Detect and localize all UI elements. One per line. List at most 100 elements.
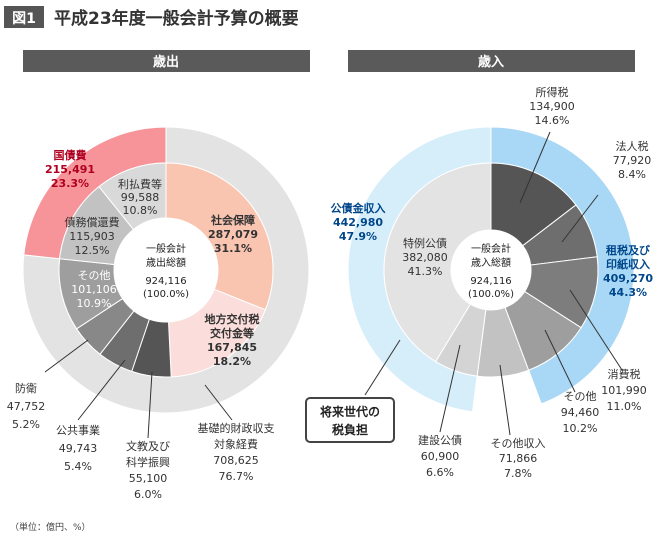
future-burden-callout [305, 397, 395, 443]
leader-other-revenue [499, 364, 511, 436]
unit-note: （単位：億円、%） [10, 521, 91, 533]
label-local-allocation-name1: 地方交付税 [205, 312, 260, 326]
label-basic-expenses-value: 708,625 [213, 454, 259, 467]
label-bond-revenue-value: 442,980 [333, 216, 383, 229]
label-bond-revenue-pct: 47.9% [339, 230, 377, 243]
label-tax-revenue-value: 409,270 [603, 272, 653, 285]
future-burden-callout-line2: 税負担 [332, 422, 368, 437]
leader-defense [44, 339, 89, 373]
future-burden-callout-line1: 将来世代の [320, 404, 380, 419]
label-basic-expenses-pct: 76.7% [219, 470, 254, 483]
expenditure-center-label: 一般会計 歳出総額 924,116 (100.0%) [143, 242, 189, 300]
label-education-name1: 文教及び [126, 439, 170, 453]
expenditure-donut [22, 126, 310, 414]
revenue-donut [347, 126, 635, 414]
label-social-security-pct: 31.1% [214, 242, 252, 255]
label-bond-expense-name: 国債費 [54, 148, 87, 162]
label-special-bonds-name: 特例公債 [403, 236, 447, 250]
figure-title: 平成23年度一般会計予算の概要 [54, 8, 299, 29]
label-defense-pct: 5.2% [12, 418, 40, 431]
label-bond-expense-pct: 23.3% [51, 177, 89, 190]
expenditure-center-line1: 一般会計 [146, 242, 186, 255]
leader-consumption-tax [569, 289, 623, 371]
expenditure-center-percent: (100.0%) [143, 289, 189, 300]
label-local-allocation-pct: 18.2% [213, 355, 251, 368]
label-public-works-name: 公共事業 [56, 424, 100, 437]
revenue-center-line1: 一般会計 [471, 242, 511, 255]
revenue-center-line2: 歳入総額 [471, 256, 511, 269]
label-public-works-value: 49,743 [59, 442, 98, 455]
expenditure-leader-lines [44, 339, 233, 439]
label-debt-redemption-value: 115,903 [69, 230, 115, 243]
label-education-pct: 6.0% [134, 488, 162, 501]
label-consumption-tax-value: 101,990 [601, 384, 647, 397]
leader-basic-expenses [204, 384, 233, 421]
label-consumption-tax-pct: 11.0% [607, 400, 642, 413]
expenditure-center-total: 924,116 [145, 276, 186, 287]
label-income-tax-name: 所得税 [536, 85, 569, 99]
revenue-leader-lines [364, 131, 623, 436]
label-construction-bonds-name: 建設公債 [418, 433, 462, 447]
label-corporate-tax-pct: 8.4% [618, 168, 646, 181]
label-bond-revenue-name: 公債金収入 [331, 201, 386, 215]
label-bond-expense-value: 215,491 [45, 163, 95, 176]
label-public-works-pct: 5.4% [64, 460, 92, 473]
leader-public-works [77, 359, 126, 421]
expenditure-header: 歳出 [153, 54, 179, 70]
label-interest-value: 99,588 [121, 191, 160, 204]
label-construction-bonds-pct: 6.6% [426, 466, 454, 479]
label-basic-expenses-name2: 対象経費 [214, 437, 258, 451]
label-special-bonds-pct: 41.3% [408, 265, 443, 278]
label-construction-bonds-value: 60,900 [421, 450, 460, 463]
label-tax-revenue-name1: 租税及び [606, 243, 651, 257]
label-debt-redemption-name: 債務償還費 [65, 215, 120, 229]
expenditure-center-circle [114, 218, 218, 322]
label-rev-other-pct: 10.2% [563, 422, 598, 435]
revenue-center-circle [451, 230, 531, 310]
label-tax-revenue-name2: 印紙収入 [606, 257, 650, 271]
label-local-allocation-value: 167,845 [207, 341, 257, 354]
label-defense-name: 防衛 [15, 381, 37, 395]
revenue-center-total: 924,116 [470, 276, 511, 287]
label-corporate-tax-value: 77,920 [613, 154, 652, 167]
revenue-header: 歳入 [478, 54, 504, 70]
label-social-security-name: 社会保障 [210, 213, 255, 227]
label-education-name2: 科学振興 [126, 455, 170, 469]
label-tax-revenue-pct: 44.3% [609, 286, 647, 299]
label-social-security-value: 287,079 [208, 228, 258, 241]
label-special-bonds-value: 382,080 [402, 251, 448, 264]
label-exp-other-value: 101,106 [71, 283, 117, 296]
leader-income-tax [519, 131, 551, 204]
label-education-value: 55,100 [129, 472, 168, 485]
label-other-revenue-name: その他収入 [491, 437, 546, 450]
expenditure-header-bar [23, 50, 310, 72]
revenue-center-percent: (100.0%) [468, 289, 514, 300]
label-other-revenue-pct: 7.8% [504, 467, 532, 480]
label-rev-other-value: 94,460 [561, 406, 600, 419]
expenditure-center-line2: 歳出総額 [146, 256, 186, 269]
label-rev-other-name: その他 [564, 390, 597, 403]
expenditure-inner-slice-0 [165, 162, 274, 311]
revenue-header-bar [348, 50, 635, 72]
label-exp-other-pct: 10.9% [77, 297, 112, 310]
leader-corporate-tax [561, 194, 599, 243]
label-debt-redemption-pct: 12.5% [75, 244, 110, 257]
label-interest-pct: 10.8% [123, 204, 158, 217]
label-other-revenue-value: 71,866 [499, 452, 538, 465]
revenue-labels: 所得税 134,900 14.6% 法人税 77,920 8.4% 租税及び 印… [331, 85, 654, 480]
leader-construction-bonds [439, 344, 461, 433]
revenue-center-label: 一般会計 歳入総額 924,116 (100.0%) [468, 242, 514, 300]
leader-future-burden [364, 339, 401, 396]
label-income-tax-value: 134,900 [529, 100, 575, 113]
figure-badge: 図1 [12, 11, 36, 27]
label-exp-other-name: その他 [78, 269, 111, 282]
label-corporate-tax-name: 法人税 [616, 139, 649, 153]
leader-education [147, 371, 153, 439]
label-defense-value: 47,752 [7, 400, 46, 413]
leader-other [544, 329, 576, 393]
label-local-allocation-name2: 交付金等 [210, 326, 254, 340]
label-basic-expenses-name1: 基礎的財政収支 [198, 421, 275, 435]
label-income-tax-pct: 14.6% [535, 114, 570, 127]
label-consumption-tax-name: 消費税 [608, 367, 641, 381]
